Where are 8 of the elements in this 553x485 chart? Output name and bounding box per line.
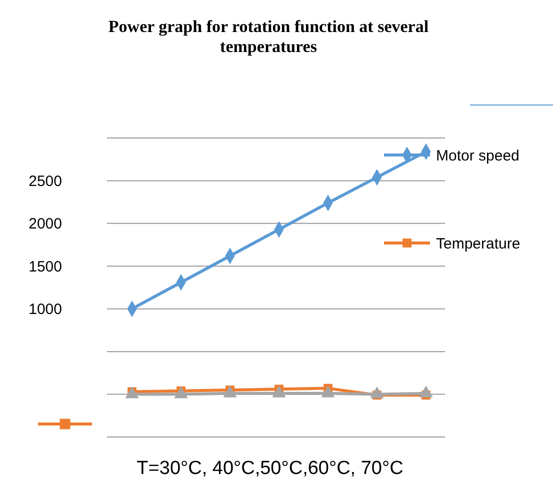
y-tick-label: 1500 <box>28 258 62 276</box>
x-axis-title: T=30°C, 40°C,50°C,60°C, 70°C <box>136 458 404 479</box>
y-tick-label: 2000 <box>28 216 62 233</box>
legend-label: Temperature <box>436 235 520 252</box>
chart-title: Power graph for rotation function at several temperatures <box>108 17 429 56</box>
legend-label: Motor speed <box>436 147 520 164</box>
y-tick-label: 1000 <box>28 301 62 318</box>
y-tick-label: 2500 <box>28 172 62 190</box>
